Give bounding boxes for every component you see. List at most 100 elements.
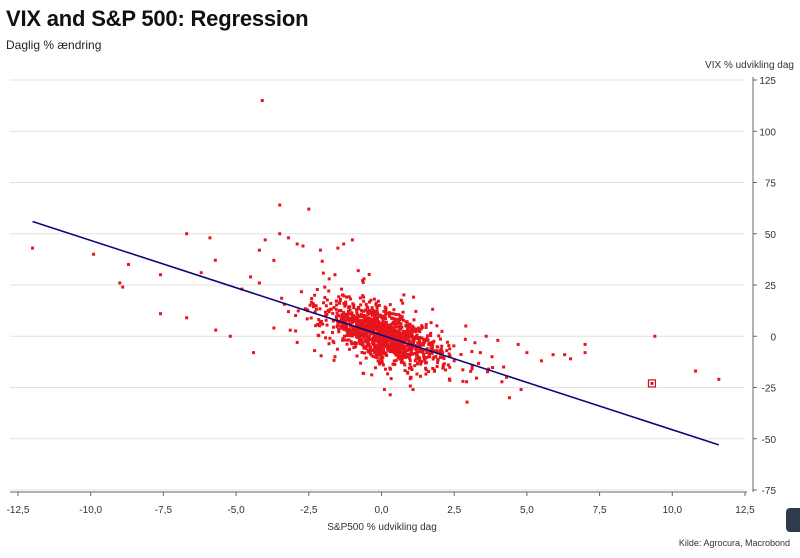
data-point bbox=[382, 347, 386, 351]
data-point bbox=[252, 351, 256, 355]
data-point bbox=[441, 366, 445, 370]
highlighted-point-center bbox=[650, 381, 654, 385]
data-point bbox=[338, 301, 342, 305]
data-point bbox=[367, 273, 371, 277]
data-point bbox=[362, 313, 366, 317]
x-tick-label: -10,0 bbox=[79, 505, 102, 516]
data-point bbox=[199, 271, 203, 275]
data-point bbox=[401, 318, 405, 322]
side-panel-toggle[interactable] bbox=[786, 508, 800, 532]
data-point bbox=[355, 335, 359, 339]
data-point bbox=[347, 347, 351, 351]
data-point bbox=[341, 338, 345, 342]
data-point bbox=[350, 318, 354, 322]
data-point bbox=[390, 338, 394, 342]
data-point bbox=[323, 296, 327, 300]
data-point bbox=[349, 324, 353, 328]
data-point bbox=[341, 337, 345, 341]
data-point bbox=[92, 252, 96, 256]
data-point bbox=[470, 364, 474, 368]
data-point bbox=[352, 346, 356, 350]
data-point bbox=[400, 333, 404, 337]
data-point bbox=[347, 316, 351, 320]
data-point bbox=[395, 337, 399, 341]
data-point bbox=[327, 289, 331, 293]
data-point bbox=[392, 351, 396, 355]
data-point bbox=[375, 356, 379, 360]
data-point bbox=[364, 317, 368, 321]
data-point bbox=[381, 363, 385, 367]
data-point bbox=[31, 246, 35, 250]
data-point bbox=[379, 315, 383, 319]
regression-line-group bbox=[32, 220, 720, 446]
data-point bbox=[362, 371, 366, 375]
data-point bbox=[257, 281, 261, 285]
data-point bbox=[447, 344, 451, 348]
data-point bbox=[363, 319, 367, 323]
data-point bbox=[403, 349, 407, 353]
data-point bbox=[419, 374, 423, 378]
data-point bbox=[408, 359, 412, 363]
data-point bbox=[402, 361, 406, 365]
data-point bbox=[464, 324, 468, 328]
data-point bbox=[388, 393, 392, 397]
data-point bbox=[393, 328, 397, 332]
data-point bbox=[325, 312, 329, 316]
data-point bbox=[317, 318, 321, 322]
data-point bbox=[379, 321, 383, 325]
data-point bbox=[418, 343, 422, 347]
data-point bbox=[391, 330, 395, 334]
data-point bbox=[410, 352, 414, 356]
data-point bbox=[358, 296, 362, 300]
data-point bbox=[321, 271, 325, 275]
data-point bbox=[335, 347, 339, 351]
data-point bbox=[355, 311, 359, 315]
data-point bbox=[367, 300, 371, 304]
data-point bbox=[399, 341, 403, 345]
data-point bbox=[381, 318, 385, 322]
data-point bbox=[371, 354, 375, 358]
data-point bbox=[396, 319, 400, 323]
data-point bbox=[427, 352, 431, 356]
data-point bbox=[249, 275, 253, 279]
data-point bbox=[411, 340, 415, 344]
data-point bbox=[412, 295, 416, 299]
data-point bbox=[437, 350, 441, 354]
data-point bbox=[364, 339, 368, 343]
data-point bbox=[419, 327, 423, 331]
data-point bbox=[382, 349, 386, 353]
data-point bbox=[386, 372, 390, 376]
data-point bbox=[386, 323, 390, 327]
data-point bbox=[360, 338, 364, 342]
data-point bbox=[442, 362, 446, 366]
data-point bbox=[424, 326, 428, 330]
data-point bbox=[355, 329, 359, 333]
x-tick-label: 7,5 bbox=[593, 505, 607, 516]
data-point bbox=[393, 363, 397, 367]
data-point bbox=[357, 324, 361, 328]
data-point bbox=[410, 333, 414, 337]
data-point bbox=[318, 307, 322, 311]
data-point bbox=[348, 305, 352, 309]
data-point bbox=[373, 325, 377, 329]
data-point bbox=[405, 349, 409, 353]
data-point bbox=[396, 343, 400, 347]
data-point bbox=[344, 325, 348, 329]
data-point bbox=[324, 336, 328, 340]
data-point bbox=[359, 312, 363, 316]
data-point bbox=[397, 334, 401, 338]
data-point bbox=[384, 321, 388, 325]
data-point bbox=[372, 332, 376, 336]
data-points bbox=[31, 99, 721, 404]
data-point bbox=[409, 375, 413, 379]
data-point bbox=[367, 312, 371, 316]
data-point bbox=[369, 348, 373, 352]
data-point bbox=[365, 326, 369, 330]
data-point bbox=[363, 351, 367, 355]
data-point bbox=[323, 310, 327, 314]
y-axis-title: VIX % udvikling dag bbox=[705, 60, 794, 71]
data-point bbox=[406, 371, 410, 375]
data-point bbox=[519, 388, 523, 392]
data-point bbox=[376, 329, 380, 333]
